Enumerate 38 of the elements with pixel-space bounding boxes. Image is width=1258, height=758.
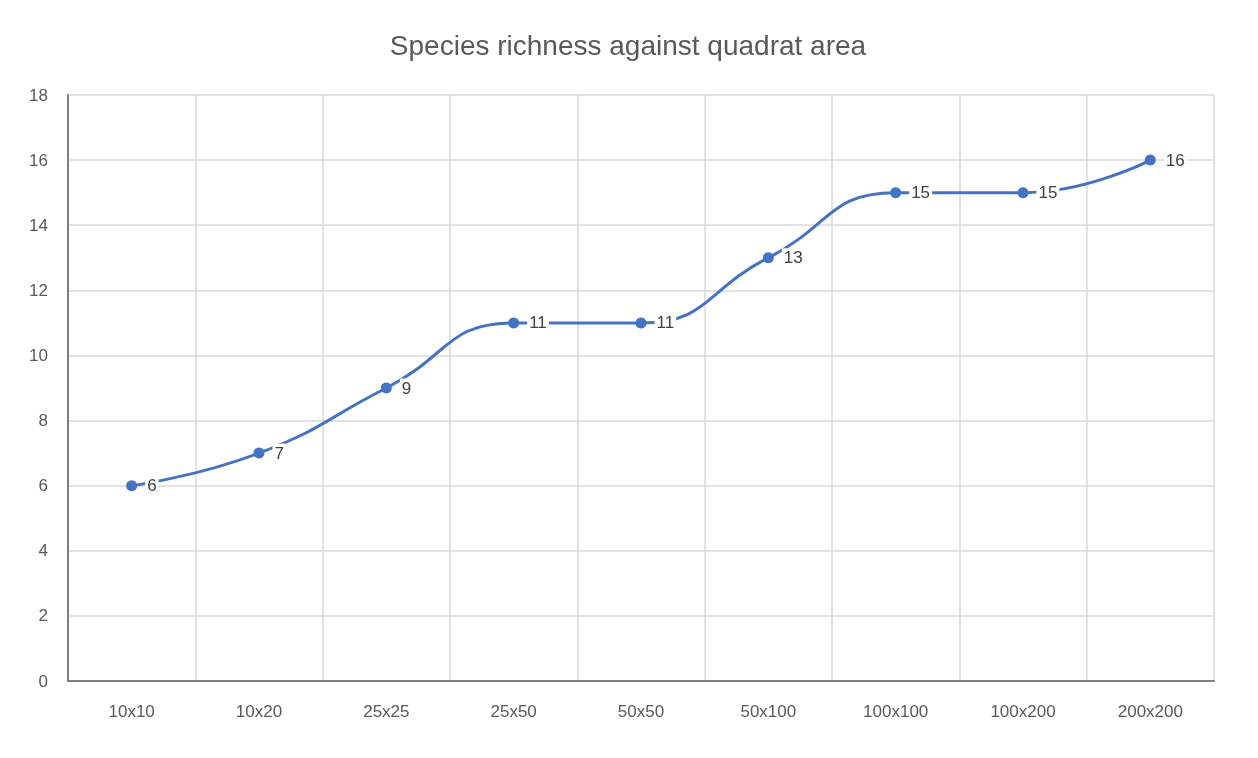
y-tick-label: 16 xyxy=(29,150,48,170)
y-tick-label: 4 xyxy=(38,541,48,561)
data-label: 11 xyxy=(529,313,547,333)
data-label: 13 xyxy=(783,248,803,268)
y-tick-label: 14 xyxy=(29,215,48,235)
data-label: 15 xyxy=(1038,183,1058,203)
data-label: 15 xyxy=(911,183,931,203)
x-tick-label: 200x200 xyxy=(1117,702,1183,721)
y-tick-label: 18 xyxy=(29,85,48,105)
point xyxy=(1017,187,1029,199)
y-tick-label: 10 xyxy=(29,345,48,365)
y-tick-label: 6 xyxy=(38,476,48,496)
data-label: 9 xyxy=(401,378,412,398)
point xyxy=(380,382,392,394)
x-tick-label: 50x100 xyxy=(740,702,797,721)
x-tick-label: 10x10 xyxy=(108,702,155,721)
point xyxy=(762,252,774,264)
point xyxy=(890,187,902,199)
x-tick-label: 25x50 xyxy=(490,702,537,721)
point xyxy=(635,317,647,329)
y-tick-label: 12 xyxy=(29,280,48,300)
x-tick-label: 10x20 xyxy=(235,702,283,721)
y-tick-label: 0 xyxy=(38,671,48,691)
x-tick-label: 50x50 xyxy=(617,702,665,721)
point xyxy=(1144,154,1156,166)
point xyxy=(126,480,138,492)
x-tick-label: 25x25 xyxy=(363,702,410,721)
y-tick-label: 8 xyxy=(38,411,48,431)
x-tick-label: 100x200 xyxy=(990,702,1056,721)
data-label: 7 xyxy=(274,443,284,463)
point xyxy=(508,317,520,329)
data-label: 16 xyxy=(1165,150,1185,170)
point xyxy=(253,447,265,459)
data-label: 11 xyxy=(656,313,675,333)
x-tick-label: 100x100 xyxy=(863,702,929,721)
chart-title: Species richness against quadrat area xyxy=(389,29,867,61)
data-label: 6 xyxy=(147,476,157,496)
y-tick-label: 2 xyxy=(38,606,48,626)
